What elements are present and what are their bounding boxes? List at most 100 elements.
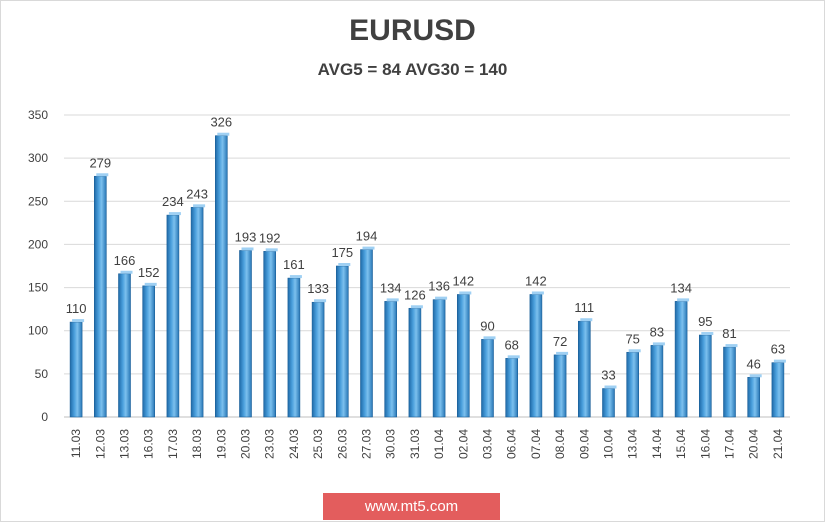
bar-top [96,173,109,177]
bar [239,250,252,418]
bar-top [749,374,762,378]
data-label: 83 [650,324,664,339]
x-tick-label: 16.04 [698,429,712,459]
bar-top [483,336,496,340]
x-tick-label: 11.03 [69,429,83,458]
x-tick-label: 14.04 [650,429,664,459]
bar [529,294,543,418]
data-label: 63 [771,342,785,357]
data-label: 111 [574,300,594,315]
data-label: 33 [601,368,615,383]
x-tick-label: 30.03 [384,429,398,459]
bar [505,358,519,418]
x-tick-label: 03.04 [481,429,495,459]
bar [263,251,277,418]
data-label: 81 [722,326,736,341]
x-tick-label: 18.03 [190,429,204,459]
data-label: 166 [114,253,136,268]
x-tick-label: 24.03 [287,429,301,459]
x-axis-ticks: 11.03 12.03 13.03 16.03 17.03 18.03 19.03 20.03… [69,429,785,459]
data-label: 142 [452,273,474,288]
bar [481,339,494,418]
bar [166,214,180,418]
x-tick-label: 25.03 [311,429,325,459]
data-label: 90 [480,318,494,333]
x-tick-label: 26.03 [335,429,349,459]
data-label: 243 [186,186,208,201]
x-tick-label: 21.04 [771,429,785,459]
bar-top [265,248,278,252]
x-tick-label: 09.04 [577,429,591,459]
data-label: 234 [162,194,184,209]
x-tick-label: 02.04 [456,429,470,459]
bar-top [193,204,206,208]
y-tick-label: 350 [28,108,48,122]
data-label: 152 [138,265,160,280]
bar-top [580,318,593,322]
bar-top [556,351,569,355]
chart-subtitle: AVG5 = 84 AVG30 = 140 [317,60,508,79]
bar [215,135,228,418]
bar [456,294,470,418]
y-tick-label: 150 [28,281,48,295]
data-label: 326 [210,115,232,130]
x-tick-label: 07.04 [529,429,543,459]
bar-top [725,344,738,348]
data-label: 279 [89,155,111,170]
x-tick-label: 10.04 [602,429,616,459]
bar-top [410,305,423,309]
data-label: 134 [670,280,692,295]
bar-top [507,355,520,359]
x-tick-label: 31.03 [408,429,422,459]
x-tick-label: 15.04 [674,429,688,459]
bar [553,354,567,418]
x-tick-label: 01.04 [432,429,446,459]
data-label: 110 [66,301,87,316]
bar-top [120,270,133,274]
bar [674,301,688,418]
bar-top [604,385,617,389]
bar-top [628,349,641,353]
bar [118,273,131,418]
y-tick-label: 100 [28,324,48,338]
x-tick-label: 20.04 [747,429,761,459]
bar-top [289,275,302,279]
x-tick-label: 13.03 [118,429,132,459]
bar-top [168,212,181,216]
y-tick-label: 0 [41,410,48,424]
y-tick-label: 200 [28,237,48,251]
bar [287,277,301,418]
bar [577,320,591,418]
bar [311,301,325,418]
bars [69,132,786,418]
x-tick-label: 12.03 [93,429,107,459]
x-tick-label: 19.03 [214,429,228,459]
watermark-badge[interactable]: www.mt5.com [323,493,500,520]
data-label: 95 [698,314,712,329]
y-tick-label: 50 [35,367,49,381]
x-tick-label: 16.03 [142,429,156,459]
bar-top [386,298,399,302]
data-label: 175 [331,245,353,260]
x-tick-label: 20.03 [239,429,253,459]
bar-top [314,299,327,303]
bar-top [241,247,254,251]
x-tick-label: 27.03 [360,429,374,459]
bar [335,265,349,418]
bar [360,249,373,418]
bar-top [677,298,690,302]
bar-top [72,319,85,323]
bar [94,175,107,418]
bar [142,285,155,418]
bar-top [652,342,665,346]
bar [723,346,736,418]
bar-top [362,246,375,250]
bar-top [701,332,714,336]
bar-top [338,263,351,266]
bar-top [773,359,786,363]
bar-top [531,291,544,295]
x-tick-label: 13.04 [626,429,640,459]
y-tick-label: 300 [28,151,48,165]
